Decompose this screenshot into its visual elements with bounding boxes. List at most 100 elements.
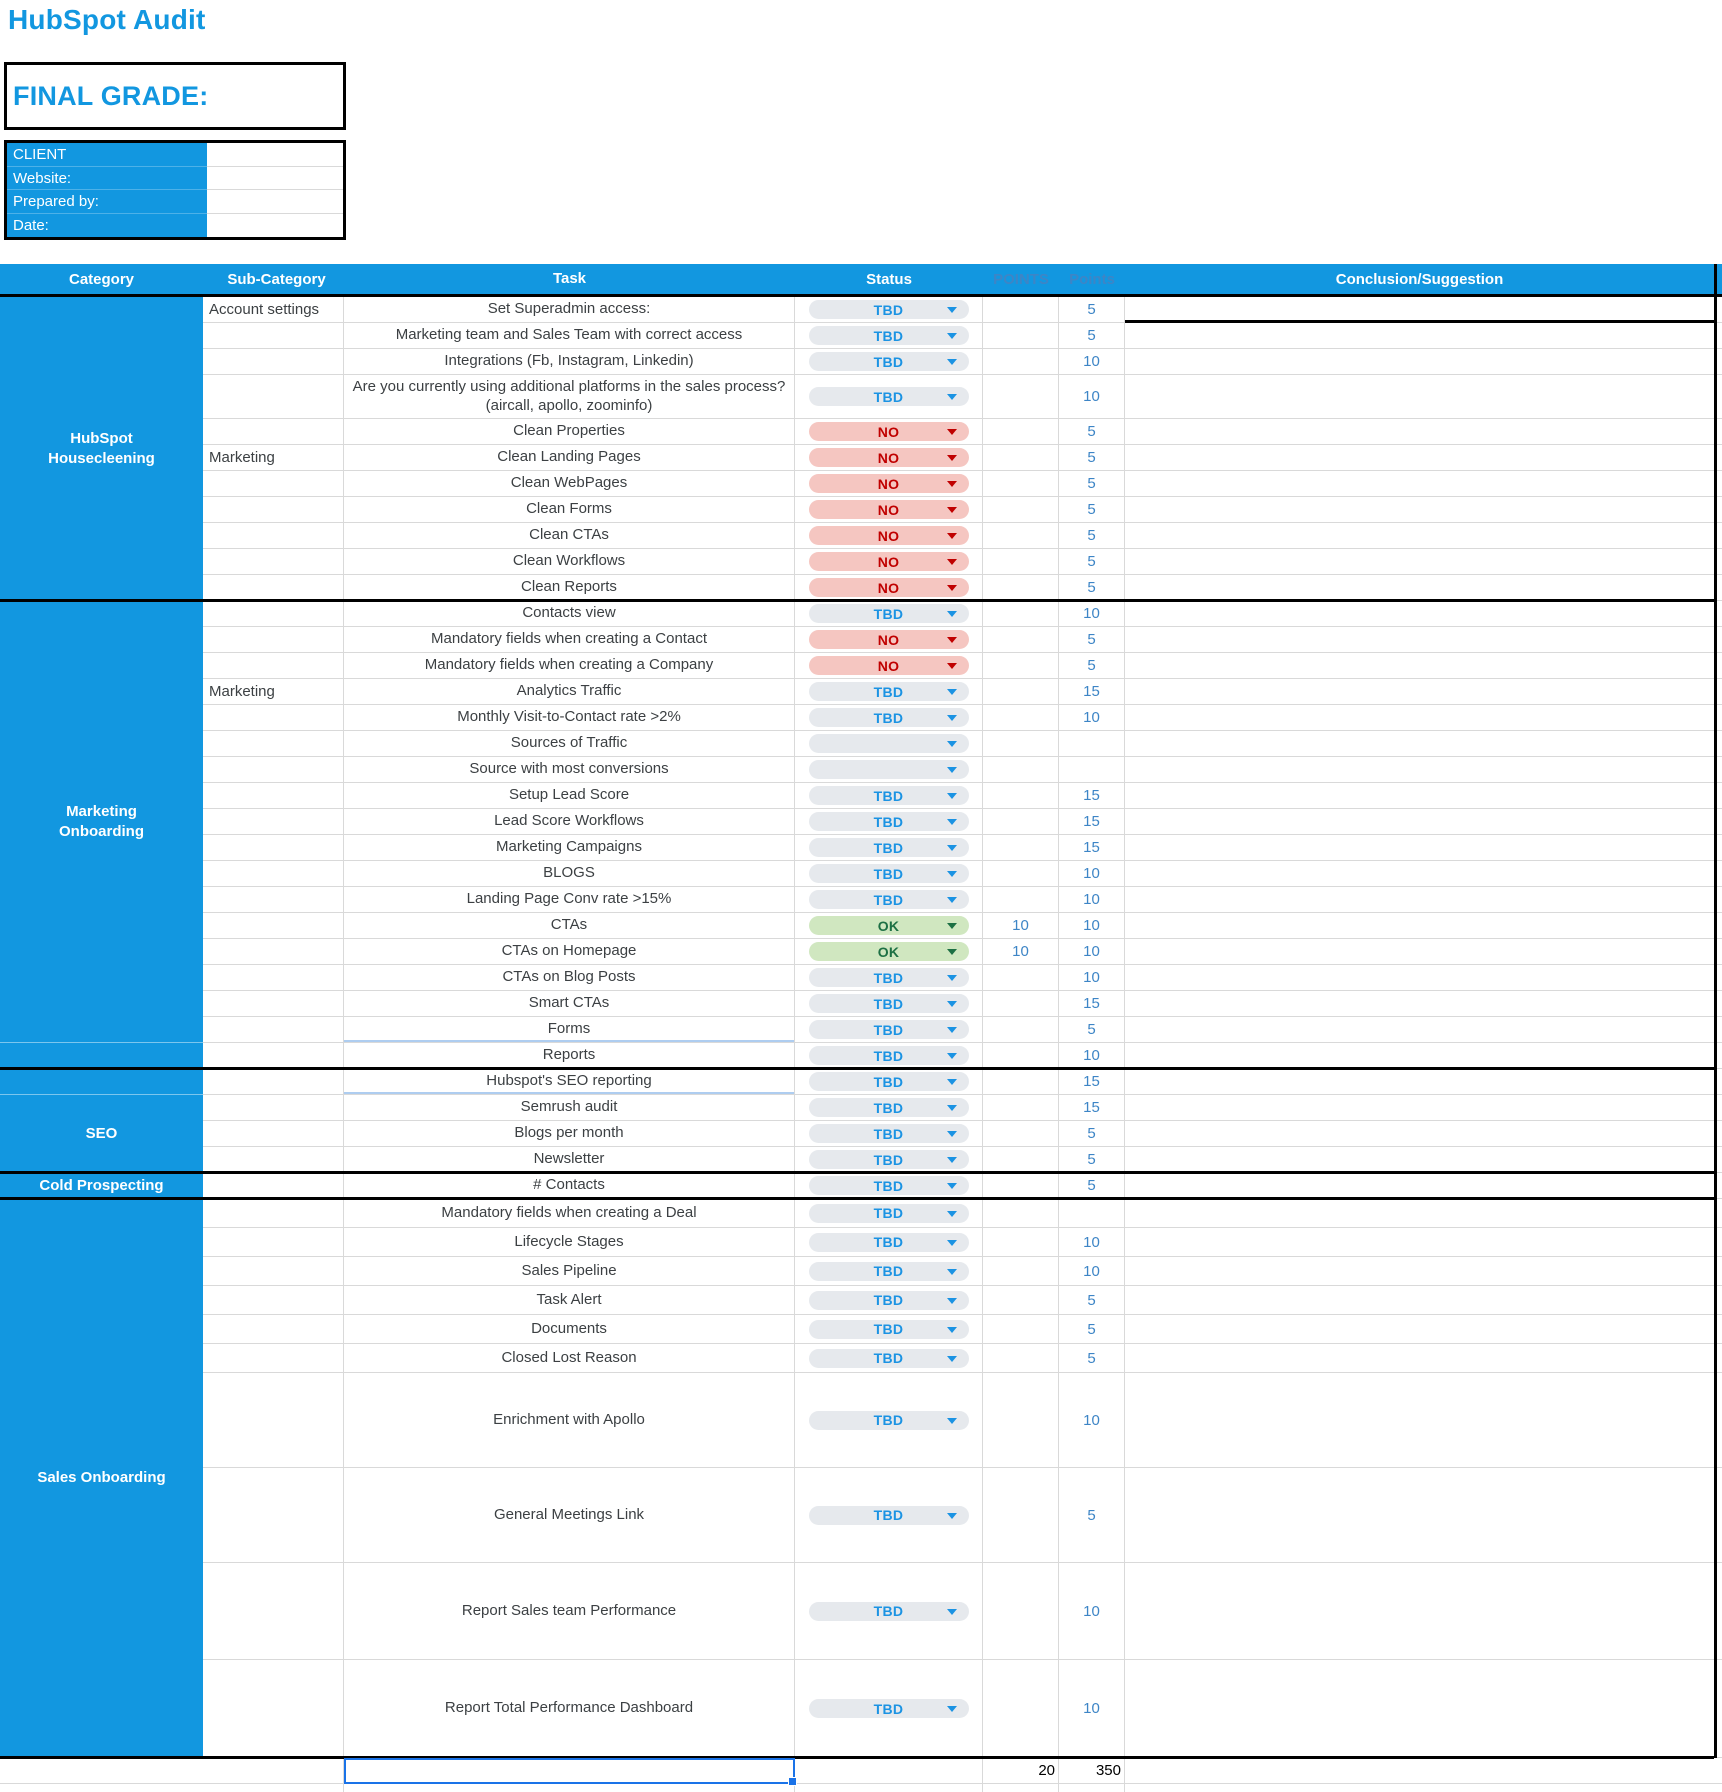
conclusion-cell[interactable] (1125, 965, 1714, 990)
status-dropdown[interactable]: TBD (808, 1601, 969, 1621)
subcategory-cell[interactable] (203, 1468, 344, 1562)
subcategory-cell[interactable] (203, 1563, 344, 1659)
points-auto-cell[interactable] (983, 419, 1059, 444)
points-auto-cell[interactable] (983, 653, 1059, 678)
subcategory-cell[interactable] (203, 939, 344, 964)
subcategory-cell[interactable] (203, 705, 344, 730)
task-cell[interactable]: Blogs per month (344, 1121, 795, 1146)
points-auto-cell[interactable] (983, 1147, 1059, 1172)
points-cell[interactable] (1059, 757, 1125, 782)
subcategory-cell[interactable] (203, 783, 344, 808)
status-dropdown[interactable]: TBD (808, 1020, 969, 1039)
points-cell[interactable]: 5 (1059, 1121, 1125, 1146)
subcategory-cell[interactable]: Account settings (203, 297, 344, 322)
points-auto-cell[interactable] (983, 1228, 1059, 1256)
task-cell[interactable]: Report Total Performance Dashboard (344, 1660, 795, 1757)
status-dropdown[interactable]: TBD (808, 1203, 969, 1223)
subcategory-cell[interactable] (203, 965, 344, 990)
conclusion-cell[interactable] (1125, 809, 1714, 834)
points-auto-cell[interactable]: 10 (983, 939, 1059, 964)
status-dropdown[interactable]: TBD (808, 1176, 969, 1195)
status-dropdown[interactable]: TBD (808, 968, 969, 987)
task-cell[interactable]: Report Sales team Performance (344, 1563, 795, 1659)
conclusion-cell[interactable] (1125, 913, 1714, 938)
points-cell[interactable]: 5 (1059, 497, 1125, 522)
points-cell[interactable]: 10 (1059, 1043, 1125, 1068)
subcategory-cell[interactable] (203, 1286, 344, 1314)
subcategory-cell[interactable] (203, 991, 344, 1016)
subcategory-cell[interactable] (203, 1069, 344, 1094)
conclusion-cell[interactable] (1125, 549, 1714, 574)
status-dropdown[interactable]: TBD (808, 1410, 969, 1430)
status-dropdown[interactable]: TBD (808, 1046, 969, 1065)
points-auto-cell[interactable] (983, 523, 1059, 548)
conclusion-cell[interactable] (1125, 575, 1714, 600)
status-dropdown[interactable]: TBD (808, 890, 969, 909)
task-cell[interactable]: Are you currently using additional platf… (344, 375, 795, 418)
task-cell[interactable]: Landing Page Conv rate >15% (344, 887, 795, 912)
conclusion-cell[interactable] (1125, 1286, 1714, 1314)
points-cell[interactable]: 5 (1059, 1344, 1125, 1372)
points-auto-cell[interactable] (983, 757, 1059, 782)
status-dropdown[interactable]: TBD (808, 838, 969, 857)
subcategory-cell[interactable] (203, 323, 344, 348)
status-dropdown[interactable]: NO (808, 552, 969, 571)
conclusion-cell[interactable] (1125, 375, 1714, 418)
status-dropdown[interactable]: TBD (808, 1124, 969, 1143)
points-cell[interactable]: 15 (1059, 835, 1125, 860)
points-cell[interactable] (1059, 731, 1125, 756)
points-cell[interactable]: 5 (1059, 297, 1125, 322)
website-value-input[interactable] (207, 166, 343, 190)
subcategory-cell[interactable] (203, 1257, 344, 1285)
subcategory-cell[interactable] (203, 913, 344, 938)
task-cell[interactable]: General Meetings Link (344, 1468, 795, 1562)
status-dropdown[interactable]: OK (808, 916, 969, 935)
task-cell[interactable]: Clean Forms (344, 497, 795, 522)
points-cell[interactable]: 10 (1059, 1660, 1125, 1757)
points-cell[interactable]: 5 (1059, 549, 1125, 574)
conclusion-cell[interactable] (1125, 835, 1714, 860)
points-auto-cell[interactable] (983, 575, 1059, 600)
task-cell[interactable]: Closed Lost Reason (344, 1344, 795, 1372)
task-cell[interactable]: Mandatory fields when creating a Company (344, 653, 795, 678)
subcategory-cell[interactable] (203, 835, 344, 860)
fill-handle[interactable] (788, 1777, 797, 1786)
points-auto-cell[interactable] (983, 991, 1059, 1016)
points-cell[interactable]: 5 (1059, 323, 1125, 348)
subcategory-cell[interactable] (203, 1344, 344, 1372)
task-cell[interactable]: CTAs (344, 913, 795, 938)
conclusion-cell[interactable] (1125, 887, 1714, 912)
points-cell[interactable]: 10 (1059, 375, 1125, 418)
status-dropdown[interactable]: NO (808, 630, 969, 649)
conclusion-cell[interactable] (1125, 1173, 1714, 1198)
task-cell[interactable]: Monthly Visit-to-Contact rate >2% (344, 705, 795, 730)
task-cell[interactable]: Sources of Traffic (344, 731, 795, 756)
conclusion-cell[interactable] (1125, 679, 1714, 704)
points-auto-cell[interactable] (983, 297, 1059, 322)
points-cell[interactable]: 5 (1059, 1315, 1125, 1343)
points-auto-cell[interactable] (983, 965, 1059, 990)
points-cell[interactable]: 5 (1059, 445, 1125, 470)
subcategory-cell[interactable] (203, 887, 344, 912)
points-cell[interactable]: 15 (1059, 1095, 1125, 1120)
status-dropdown[interactable]: OK (808, 942, 969, 961)
subcategory-cell[interactable] (203, 575, 344, 600)
points-cell[interactable]: 15 (1059, 1069, 1125, 1094)
subcategory-cell[interactable] (203, 471, 344, 496)
points-cell[interactable]: 10 (1059, 349, 1125, 374)
status-dropdown[interactable]: TBD (808, 1072, 969, 1091)
points-cell[interactable]: 15 (1059, 809, 1125, 834)
status-dropdown[interactable]: NO (808, 422, 969, 441)
task-cell[interactable]: Documents (344, 1315, 795, 1343)
status-dropdown[interactable] (808, 734, 969, 753)
conclusion-cell[interactable] (1125, 705, 1714, 730)
subcategory-cell[interactable] (203, 1043, 344, 1068)
task-cell[interactable]: Clean Properties (344, 419, 795, 444)
conclusion-cell[interactable] (1125, 523, 1714, 548)
task-cell[interactable]: Task Alert (344, 1286, 795, 1314)
status-dropdown[interactable]: TBD (808, 387, 969, 406)
task-cell[interactable]: Lifecycle Stages (344, 1228, 795, 1256)
points-auto-cell[interactable] (983, 549, 1059, 574)
subcategory-cell[interactable] (203, 1017, 344, 1042)
conclusion-cell[interactable] (1125, 1315, 1714, 1343)
